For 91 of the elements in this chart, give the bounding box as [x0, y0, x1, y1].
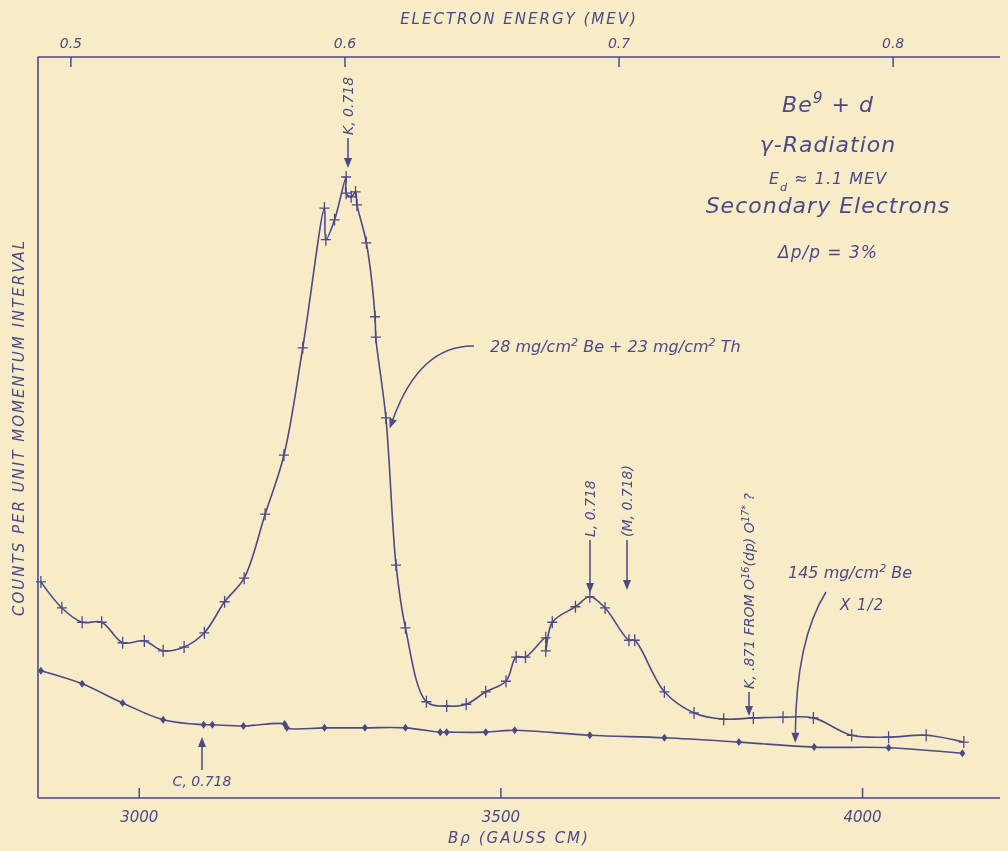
point: [178, 640, 190, 654]
point: [79, 679, 86, 688]
point: [157, 644, 169, 658]
point: [443, 728, 450, 737]
point: [688, 706, 700, 720]
annotation: L, 0.718: [582, 480, 598, 537]
point: [661, 733, 668, 742]
point: [510, 650, 522, 664]
y-axis-title: COUNTS PER UNIT MOMENTUM INTERVAL: [10, 238, 28, 617]
x-axis-title: Bρ (GAUSS CM): [448, 829, 590, 847]
annotation: Secondary Electrons: [705, 193, 951, 218]
point: [259, 507, 271, 521]
point: [240, 721, 247, 730]
point: [320, 233, 332, 247]
annotation: Δp/p = 3%: [776, 242, 878, 262]
point: [218, 595, 231, 609]
point: [380, 411, 392, 425]
point: [297, 341, 309, 355]
point: [482, 728, 489, 737]
point: [546, 615, 558, 629]
point: [390, 558, 402, 572]
point: [882, 730, 895, 744]
point: [885, 743, 892, 752]
point: [747, 711, 759, 725]
x2-tick-label: 0.6: [333, 35, 357, 51]
text: 145 mg/cm$^{2}$ Be: [788, 561, 913, 582]
point: [321, 723, 328, 732]
point: [318, 201, 331, 215]
point: [209, 720, 216, 729]
x-tick-label: 4000: [843, 808, 882, 826]
point: [441, 699, 453, 713]
point: [420, 695, 433, 709]
point: [959, 749, 966, 758]
point: [511, 726, 518, 735]
point: [349, 185, 362, 199]
point: [116, 636, 129, 650]
point: [96, 615, 108, 629]
point: [807, 711, 820, 725]
point: [540, 644, 552, 658]
point: [540, 631, 552, 645]
point: [278, 448, 290, 462]
annotation: (M, 0.718): [619, 465, 635, 537]
x-tick-label: 3000: [120, 808, 159, 826]
point: [76, 615, 88, 629]
point: [198, 626, 211, 640]
x2-tick-label: 0.5: [59, 35, 83, 51]
text: K, 0.718: [340, 76, 356, 135]
point: [777, 710, 789, 724]
text: 28 mg/cm$^{2}$ Be + 23 mg/cm$^{2}$ Th: [490, 335, 741, 356]
point: [735, 738, 742, 747]
point: [399, 621, 412, 635]
point: [328, 213, 341, 227]
point: [586, 731, 593, 740]
point: [569, 600, 582, 614]
point: [200, 720, 207, 729]
point: [369, 310, 381, 324]
point: [238, 571, 250, 585]
x2-tick-label: 0.7: [607, 35, 631, 51]
point: [460, 697, 472, 711]
point: [37, 666, 44, 675]
point: [920, 728, 932, 742]
point: [360, 236, 373, 250]
point: [658, 685, 671, 699]
point: [402, 723, 409, 732]
chart-subtitle: γ-Radiation: [759, 132, 897, 157]
point: [846, 728, 858, 742]
point: [480, 685, 492, 699]
annotation: C, 0.718: [172, 773, 232, 789]
point: [519, 650, 532, 664]
point: [35, 575, 47, 589]
point: [599, 601, 611, 615]
point: [138, 634, 150, 648]
point: [370, 330, 382, 344]
chart-title: Be$^{9}$ + d: [782, 89, 874, 117]
point: [811, 743, 818, 752]
annotation: X 1/2: [838, 596, 885, 614]
point: [718, 712, 730, 726]
point: [437, 728, 444, 737]
point: [584, 590, 596, 604]
point: [958, 735, 970, 749]
point: [160, 715, 167, 724]
point: [500, 674, 512, 688]
point: [340, 170, 352, 184]
annotation: E$_{d}$ ≈ 1.1 MEV: [768, 169, 888, 194]
x2-tick-label: 0.8: [881, 35, 905, 51]
x-tick-label: 3500: [481, 808, 521, 826]
point: [361, 723, 368, 732]
point: [56, 601, 68, 615]
x2-axis-title: ELECTRON ENERGY (MEV): [400, 10, 638, 28]
point: [629, 633, 641, 647]
point: [119, 698, 126, 707]
